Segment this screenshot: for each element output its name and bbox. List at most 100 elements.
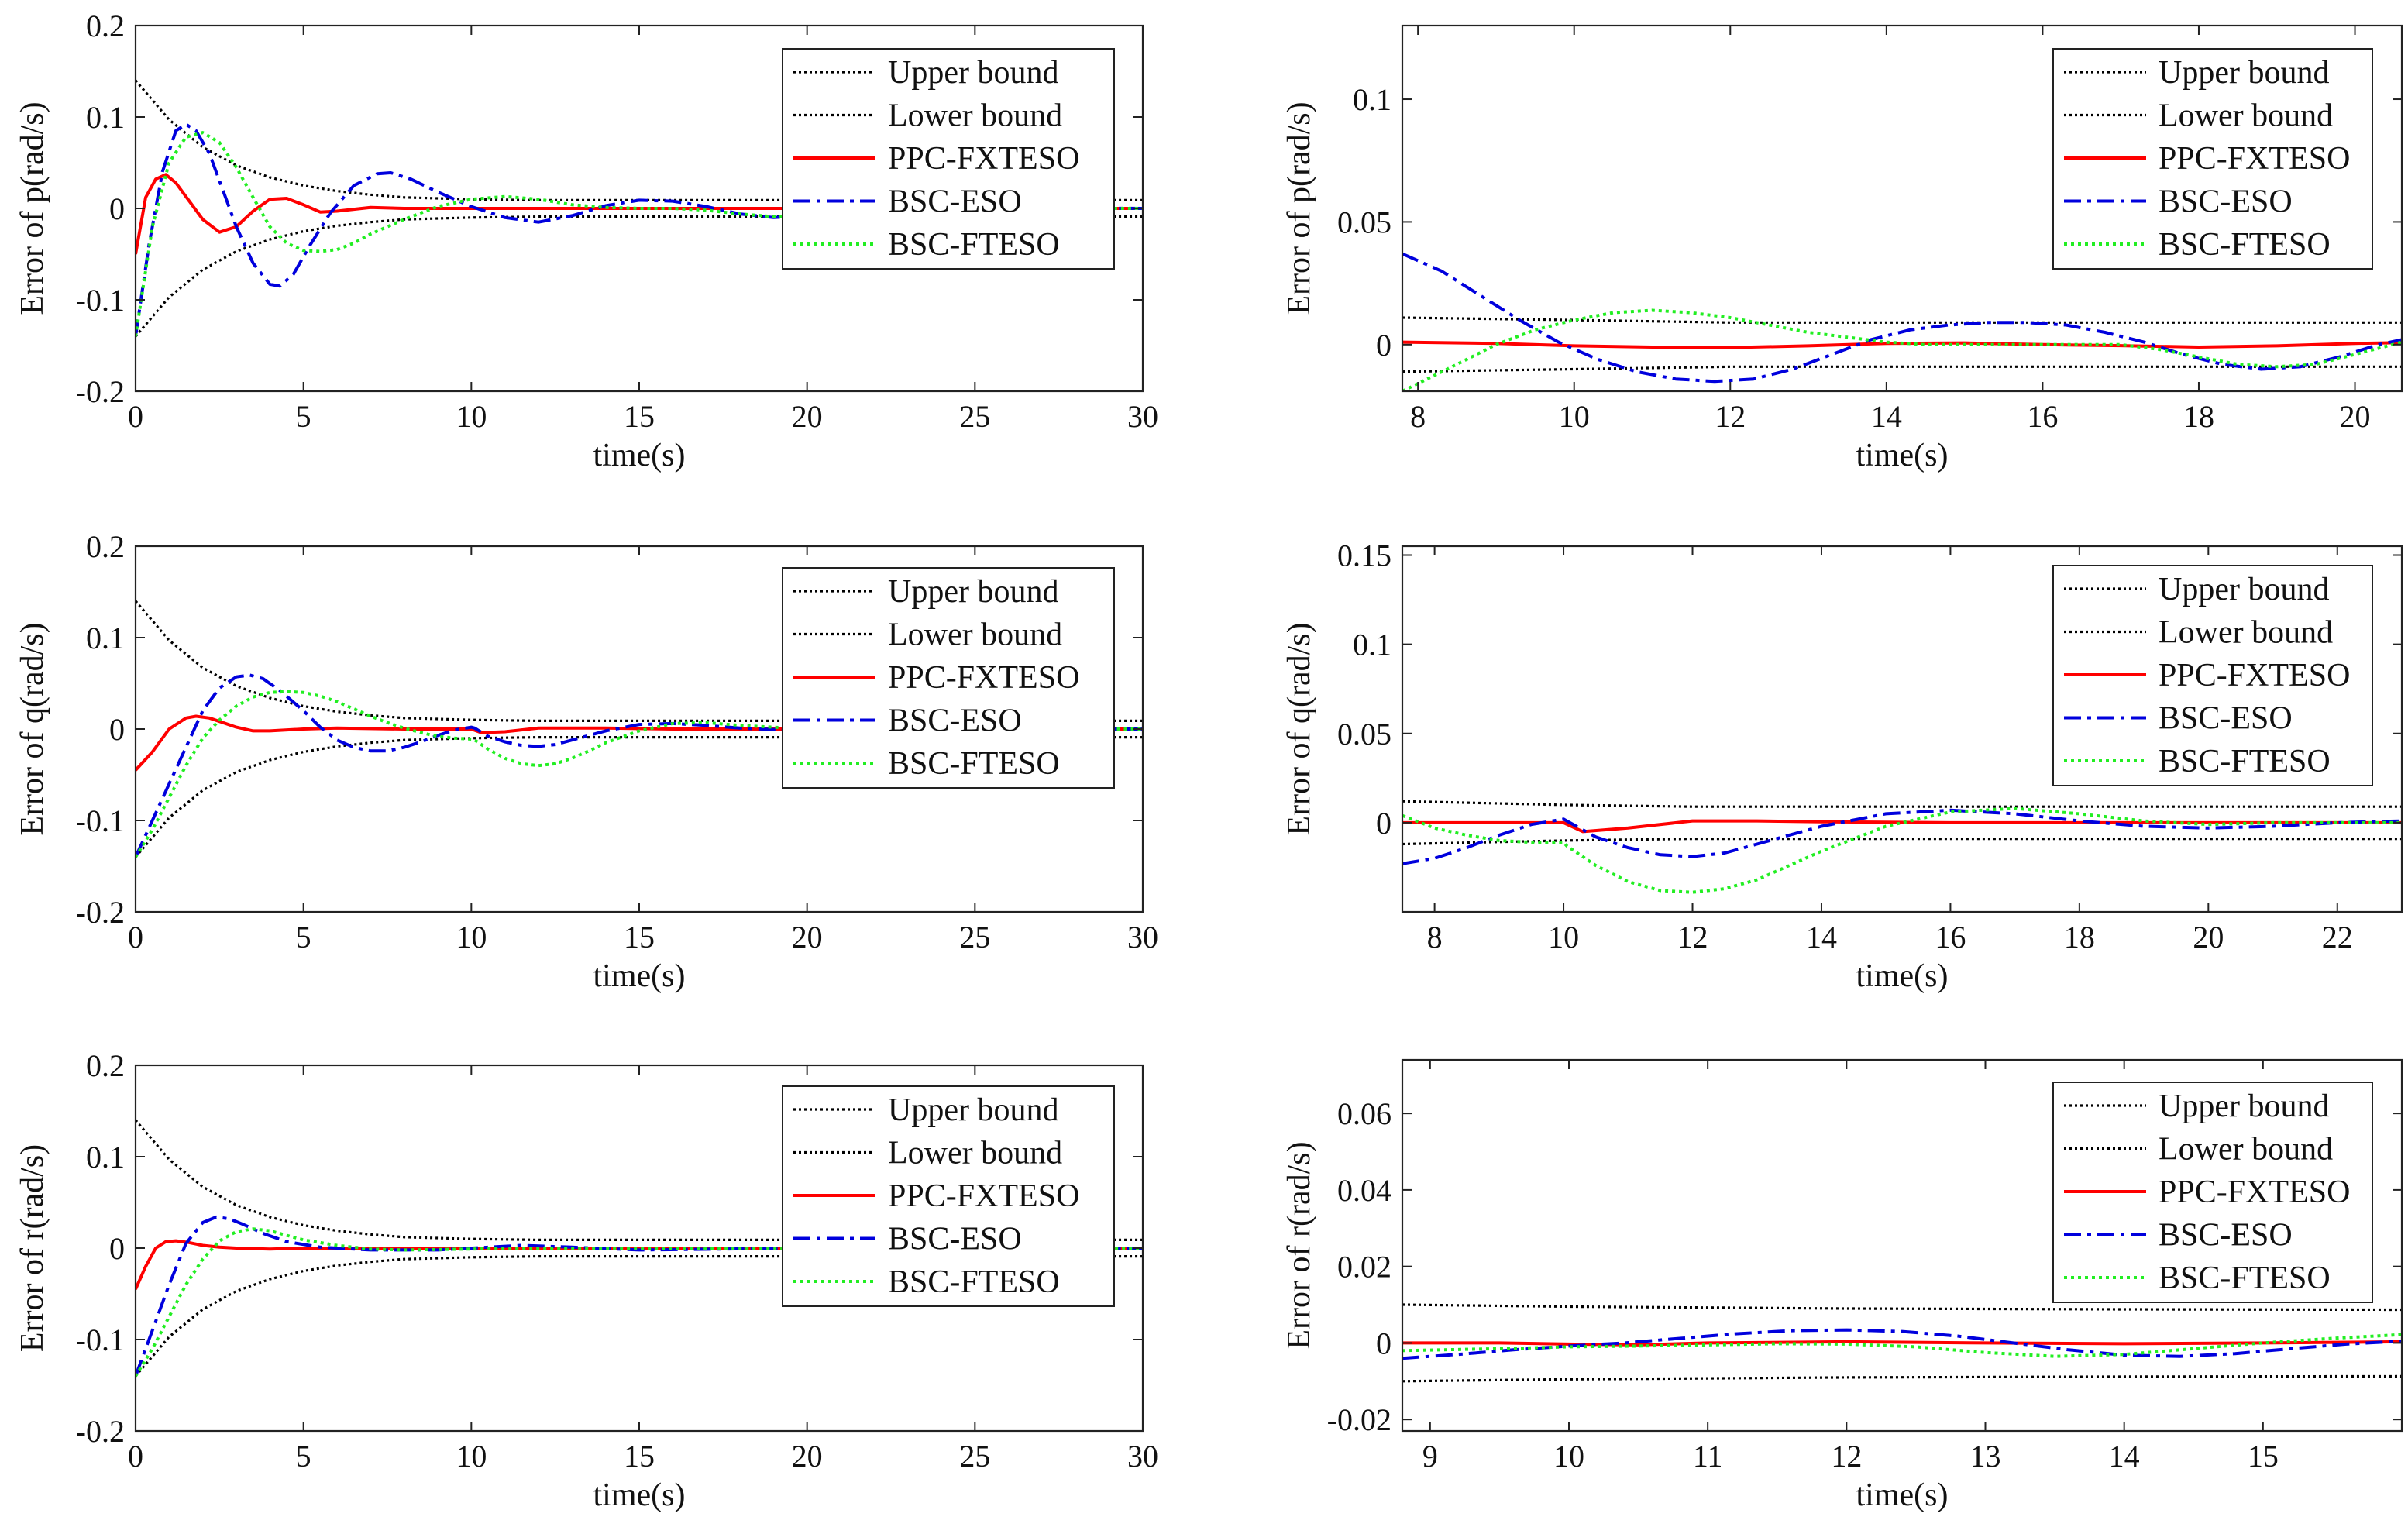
legend-label-lower-bound: Lower bound	[2159, 98, 2333, 134]
series-line-upper-bound	[136, 1119, 1143, 1242]
x-tick-label: 30	[1127, 1439, 1158, 1474]
y-tick-label: 0.1	[1353, 82, 1391, 117]
y-tick-label: 0.1	[86, 1140, 125, 1175]
y-tick-label: -0.1	[76, 1322, 125, 1357]
panel-q-full: 0 5 10 15 20 25 30 -0.2 -0.1 0 0.1 0.2 time(s) Error …	[15, 529, 1158, 994]
x-tick-label: 10	[456, 399, 487, 434]
legend-label-ppc-fxteso: PPC-FXTESO	[2159, 141, 2350, 177]
x-tick-label: 25	[959, 1439, 990, 1474]
x-tick-label: 10	[1553, 1439, 1584, 1474]
y-tick-label: 0.1	[86, 621, 125, 655]
series-line-bsc-fteso	[136, 690, 1143, 858]
x-axis-label: time(s)	[593, 958, 686, 994]
series-line-bsc-fteso	[1402, 807, 2402, 894]
x-tick-label: 18	[2183, 399, 2214, 434]
plot-area	[136, 79, 1143, 338]
y-tick-label: 0	[109, 191, 125, 226]
y-tick-label: 0.06	[1337, 1096, 1391, 1131]
panel-q-zoom: 8 10 12 14 16 18 20 22 0 0.05 0.1 0.15 time(s) Error …	[1281, 538, 2403, 994]
y-tick-label: 0.02	[1337, 1250, 1391, 1285]
y-axis-label: Error of p(rad/s)	[1281, 101, 1317, 315]
y-tick-label: 0.05	[1337, 717, 1391, 752]
y-tick-label: 0.2	[86, 529, 125, 564]
y-tick-label: -0.2	[76, 374, 125, 409]
axes-frame	[1401, 545, 2403, 913]
x-tick-label: 8	[1427, 920, 1443, 954]
y-tick-label: 0	[1376, 328, 1391, 363]
x-tick-label: 12	[1715, 399, 1746, 434]
series-line-lower-bound	[1402, 1374, 2402, 1383]
series-line-ppc-fxteso	[1402, 819, 2402, 834]
legend: Upper bound Lower bound PPC-FXTESO BSC-ESO B…	[782, 1085, 1115, 1307]
series-line-bsc-eso	[136, 122, 1143, 337]
series-line-upper-bound	[1402, 800, 2402, 808]
y-tick-label: -0.1	[76, 803, 125, 838]
x-axis-label: time(s)	[1856, 438, 1949, 473]
y-tick-label: -0.2	[76, 1414, 125, 1449]
x-tick-label: 5	[296, 920, 311, 954]
legend-label-lower-bound: Lower bound	[2159, 615, 2333, 651]
x-tick-label: 13	[1970, 1439, 2001, 1474]
x-tick-label: 5	[296, 399, 311, 434]
y-tick-label: 0	[1376, 806, 1391, 841]
x-tick-label: 18	[2064, 920, 2095, 954]
x-tick-label: 12	[1831, 1439, 1862, 1474]
legend-label-upper-bound: Upper bound	[2159, 1089, 2329, 1124]
legend-label-bsc-fteso: BSC-FTESO	[888, 227, 1060, 263]
x-tick-label: 10	[456, 920, 487, 954]
x-axis-label: time(s)	[1856, 958, 1949, 994]
panel-p-zoom: 8 10 12 14 16 18 20 0 0.05 0.1 time(s) Error of p(r…	[1281, 24, 2403, 473]
x-tick-label: 16	[2027, 399, 2058, 434]
series-line-bsc-eso	[136, 673, 1143, 858]
x-axis-label: time(s)	[593, 438, 686, 473]
x-tick-label: 10	[456, 1439, 487, 1474]
legend-label-upper-bound: Upper bound	[2159, 572, 2329, 607]
legend-label-bsc-fteso: BSC-FTESO	[888, 746, 1060, 782]
plot-area	[136, 1119, 1143, 1378]
series-line-bsc-eso	[1402, 252, 2402, 384]
x-tick-label: 12	[1677, 920, 1708, 954]
y-tick-label: 0.05	[1337, 205, 1391, 239]
legend-label-upper-bound: Upper bound	[888, 574, 1058, 610]
series-line-bsc-fteso	[136, 131, 1143, 337]
y-axis-label: Error of q(rad/s)	[1281, 622, 1317, 835]
series-line-ppc-fxteso	[136, 1239, 1143, 1290]
legend-label-lower-bound: Lower bound	[888, 1136, 1062, 1171]
series-line-ppc-fxteso	[1402, 1340, 2402, 1347]
x-tick-label: 15	[2248, 1439, 2279, 1474]
series-line-bsc-eso	[1402, 808, 2402, 865]
x-tick-label: 15	[624, 920, 655, 954]
plot-area	[1402, 1303, 2402, 1383]
series-line-upper-bound	[1402, 316, 2402, 324]
x-tick-label: 8	[1410, 399, 1426, 434]
legend-label-upper-bound: Upper bound	[888, 55, 1058, 91]
x-tick-label: 20	[792, 399, 823, 434]
x-tick-label: 25	[959, 399, 990, 434]
y-tick-label: 0.1	[86, 100, 125, 135]
legend-label-bsc-eso: BSC-ESO	[888, 184, 1022, 220]
y-tick-label: -0.2	[76, 895, 125, 930]
y-tick-label: 0	[109, 712, 125, 747]
x-tick-label: 0	[128, 920, 143, 954]
x-tick-label: 10	[1548, 920, 1579, 954]
y-axis-label: Error of p(rad/s)	[15, 101, 50, 315]
plot-area	[1402, 252, 2402, 391]
panel-r-full: 0 5 10 15 20 25 30 -0.2 -0.1 0 0.1 0.2 time(s) Error …	[15, 1048, 1158, 1513]
series-line-lower-bound	[136, 735, 1143, 858]
y-tick-label: 0	[1376, 1326, 1391, 1360]
panel-p-full: 0 5 10 15 20 25 30 -0.2 -0.1 0 0.1 0.2 time(s) Error …	[15, 9, 1158, 473]
y-axis-label: Error of r(rad/s)	[1281, 1141, 1317, 1349]
y-tick-label: 0.04	[1337, 1173, 1391, 1208]
axes-frame	[1401, 1058, 2403, 1433]
legend-label-ppc-fxteso: PPC-FXTESO	[888, 1178, 1079, 1214]
legend-label-upper-bound: Upper bound	[2159, 55, 2329, 91]
x-tick-label: 0	[128, 1439, 143, 1474]
series-line-bsc-eso	[1402, 1328, 2402, 1360]
y-tick-label: 0.15	[1337, 538, 1391, 573]
series-line-bsc-eso	[136, 1215, 1143, 1377]
legend-label-lower-bound: Lower bound	[888, 617, 1062, 653]
series-line-lower-bound	[136, 215, 1143, 338]
legend-label-bsc-fteso: BSC-FTESO	[2159, 744, 2331, 779]
legend: Upper bound Lower bound PPC-FXTESO BSC-ESO B…	[2052, 48, 2373, 270]
